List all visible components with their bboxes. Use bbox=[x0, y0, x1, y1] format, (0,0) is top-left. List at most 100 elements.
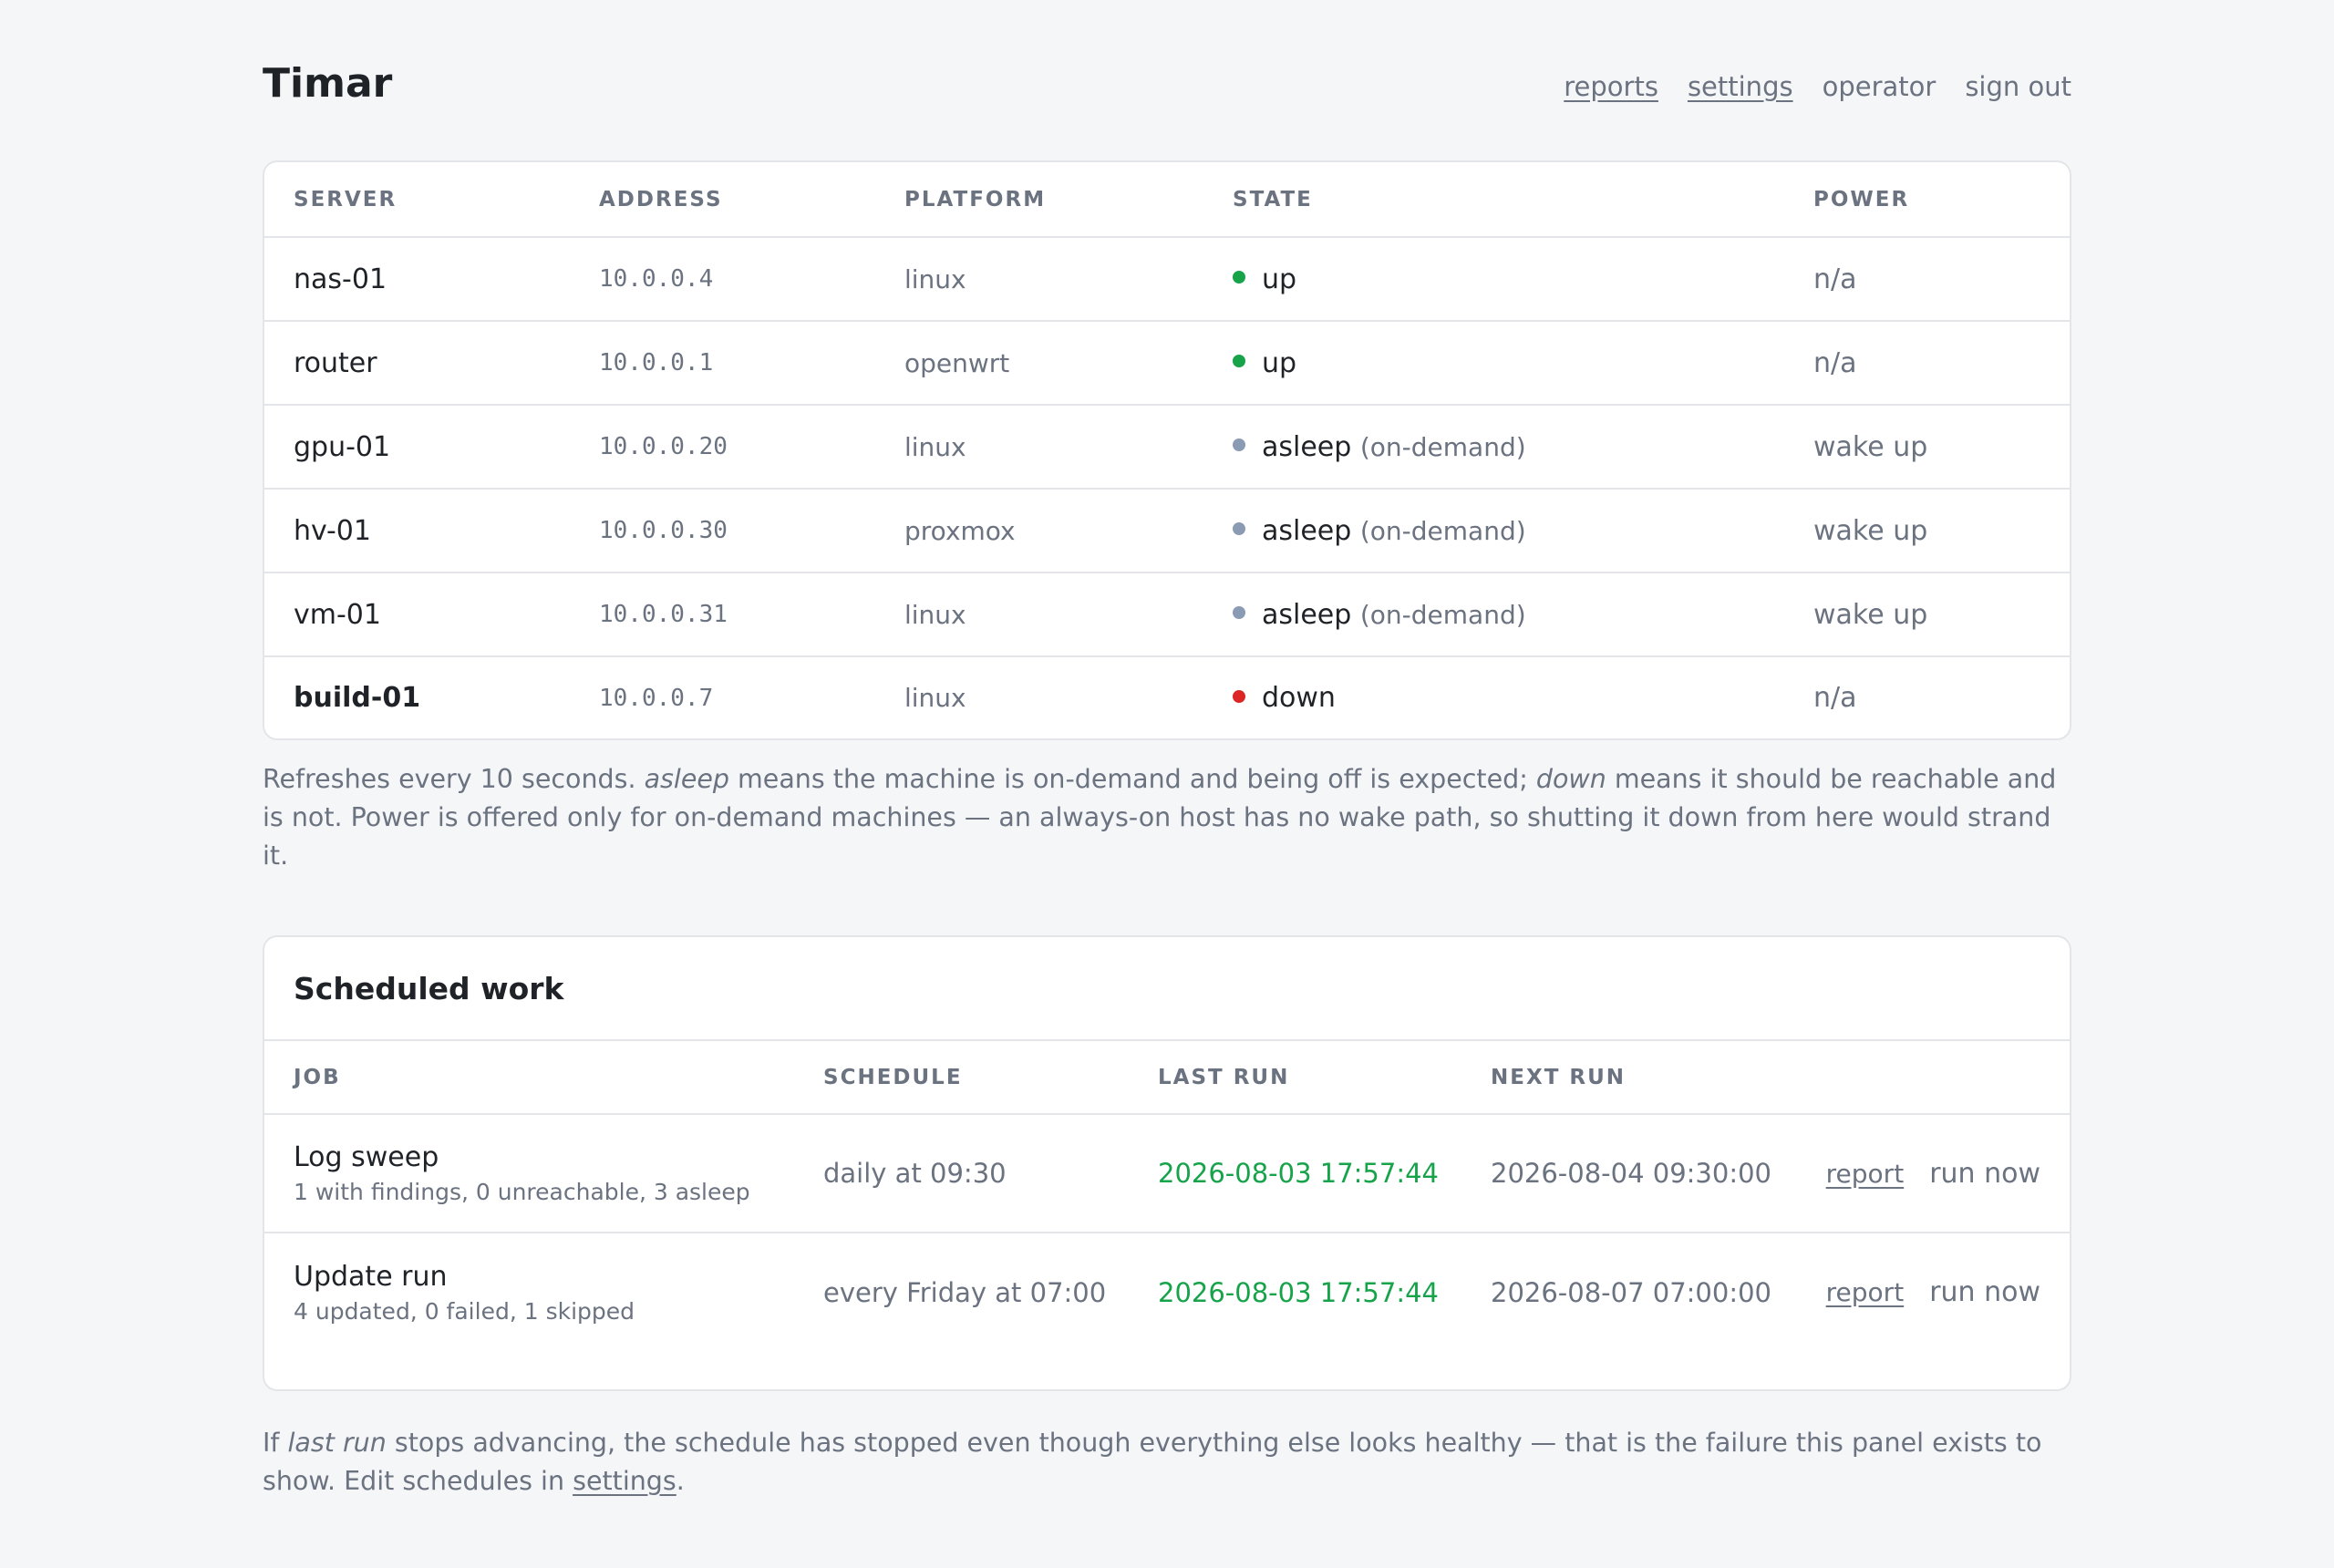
wake-up-button[interactable]: wake up bbox=[1784, 573, 2070, 657]
server-address: 10.0.0.30 bbox=[570, 489, 875, 573]
servers-table: SERVER ADDRESS PLATFORM STATE POWER nas-… bbox=[264, 162, 2070, 738]
server-name: vm-01 bbox=[264, 573, 570, 657]
caption-emphasis: asleep bbox=[644, 764, 729, 794]
server-state: asleep (on-demand) bbox=[1203, 573, 1784, 657]
caption-emphasis: down bbox=[1535, 764, 1606, 794]
server-row: gpu-01 10.0.0.20 linux asleep (on-demand… bbox=[264, 405, 2070, 490]
scheduled-work-panel: Scheduled work JOB SCHEDULE LAST RUN NEX… bbox=[263, 935, 2071, 1391]
server-address: 10.0.0.1 bbox=[570, 321, 875, 406]
server-address: 10.0.0.31 bbox=[570, 573, 875, 657]
wake-up-button[interactable]: wake up bbox=[1784, 489, 2070, 573]
scheduled-work-title: Scheduled work bbox=[264, 937, 2070, 1041]
wake-up-button[interactable]: wake up bbox=[1784, 405, 2070, 490]
server-state: down bbox=[1203, 656, 1784, 738]
server-platform: linux bbox=[875, 405, 1203, 490]
column-header-platform: PLATFORM bbox=[875, 162, 1203, 238]
status-dot-icon bbox=[1233, 355, 1245, 367]
server-row: build-01 10.0.0.7 linux down n/a bbox=[264, 656, 2070, 738]
job-row: Log sweep 1 with findings, 0 unreachable… bbox=[264, 1114, 2070, 1233]
job-row: Update run 4 updated, 0 failed, 1 skippe… bbox=[264, 1233, 2070, 1351]
state-label: down bbox=[1262, 682, 1336, 714]
job-name: Update run bbox=[294, 1260, 448, 1293]
status-dot-icon bbox=[1233, 271, 1245, 284]
column-header-job: JOB bbox=[264, 1041, 794, 1115]
server-platform: linux bbox=[875, 237, 1203, 322]
top-nav: reports settings operator sign out bbox=[1564, 71, 2071, 102]
job-summary: 1 with findings, 0 unreachable, 3 asleep bbox=[294, 1179, 750, 1205]
server-state: asleep (on-demand) bbox=[1203, 489, 1784, 573]
server-state: up bbox=[1203, 237, 1784, 322]
nav-settings-link[interactable]: settings bbox=[1687, 71, 1793, 102]
nav-reports-link[interactable]: reports bbox=[1564, 71, 1658, 102]
run-now-button[interactable]: run now bbox=[1929, 1157, 2040, 1190]
server-platform: linux bbox=[904, 683, 966, 713]
caption-text: means it should be reachable and is not.… bbox=[263, 764, 2057, 871]
column-header-actions bbox=[1796, 1041, 2070, 1115]
job-summary: 4 updated, 0 failed, 1 skipped bbox=[294, 1297, 635, 1325]
servers-panel: SERVER ADDRESS PLATFORM STATE POWER nas-… bbox=[263, 160, 2071, 740]
state-note: (on-demand) bbox=[1359, 431, 1526, 462]
power-na: n/a bbox=[1784, 321, 2070, 406]
server-name: router bbox=[264, 321, 570, 406]
report-link[interactable]: report bbox=[1825, 1277, 1905, 1307]
job-cell: Update run 4 updated, 0 failed, 1 skippe… bbox=[264, 1233, 794, 1351]
server-state: up bbox=[1203, 321, 1784, 406]
status-dot-icon bbox=[1233, 438, 1245, 451]
servers-header-row: SERVER ADDRESS PLATFORM STATE POWER bbox=[264, 162, 2070, 238]
power-na: n/a bbox=[1813, 682, 1857, 714]
state-label: asleep bbox=[1262, 514, 1352, 547]
settings-link[interactable]: settings bbox=[573, 1466, 676, 1496]
job-name: Log sweep bbox=[294, 1141, 439, 1173]
state-label: asleep bbox=[1262, 430, 1352, 463]
job-actions: report run now bbox=[1796, 1233, 2070, 1351]
job-actions: report run now bbox=[1796, 1114, 2070, 1233]
column-header-address: ADDRESS bbox=[570, 162, 875, 238]
server-name: hv-01 bbox=[264, 489, 570, 573]
server-row: vm-01 10.0.0.31 linux asleep (on-demand)… bbox=[264, 573, 2070, 657]
jobs-header-row: JOB SCHEDULE LAST RUN NEXT RUN bbox=[264, 1041, 2070, 1115]
job-next-run: 2026-08-04 09:30:00 bbox=[1461, 1114, 1796, 1233]
server-row: router 10.0.0.1 openwrt up n/a bbox=[264, 321, 2070, 406]
job-cell: Log sweep 1 with findings, 0 unreachable… bbox=[264, 1114, 794, 1233]
report-link[interactable]: report bbox=[1825, 1158, 1905, 1189]
nav-operator: operator bbox=[1822, 71, 1936, 102]
server-name: nas-01 bbox=[264, 237, 570, 322]
state-label: up bbox=[1262, 263, 1297, 295]
run-now-button[interactable]: run now bbox=[1929, 1276, 2040, 1308]
job-last-run: 2026-08-03 17:57:44 bbox=[1158, 1276, 1439, 1308]
server-platform: openwrt bbox=[875, 321, 1203, 406]
server-address: 10.0.0.7 bbox=[599, 684, 714, 712]
job-last-run: 2026-08-03 17:57:44 bbox=[1129, 1114, 1461, 1233]
caption-text: Refreshes every 10 seconds. bbox=[263, 764, 645, 794]
server-platform: linux bbox=[875, 573, 1203, 657]
column-header-server: SERVER bbox=[264, 162, 570, 238]
state-label: asleep bbox=[1262, 598, 1352, 631]
server-address: 10.0.0.20 bbox=[570, 405, 875, 490]
nav-sign-out[interactable]: sign out bbox=[1965, 71, 2071, 102]
status-dot-icon bbox=[1233, 522, 1245, 535]
caption-text: . bbox=[676, 1466, 685, 1496]
caption-emphasis: last run bbox=[287, 1428, 387, 1458]
job-schedule: daily at 09:30 bbox=[794, 1114, 1129, 1233]
job-next-run: 2026-08-07 07:00:00 bbox=[1491, 1276, 1771, 1308]
header: Timar reports settings operator sign out bbox=[263, 0, 2071, 160]
status-dot-icon bbox=[1233, 689, 1245, 703]
job-schedule: every Friday at 07:00 bbox=[823, 1276, 1107, 1308]
caption-text: stops advancing, the schedule has stoppe… bbox=[263, 1428, 2042, 1496]
column-header-schedule: SCHEDULE bbox=[794, 1041, 1129, 1115]
servers-caption: Refreshes every 10 seconds. asleep means… bbox=[263, 760, 2071, 875]
server-address: 10.0.0.4 bbox=[570, 237, 875, 322]
column-header-last-run: LAST RUN bbox=[1129, 1041, 1461, 1115]
page: Timar reports settings operator sign out… bbox=[263, 0, 2071, 1501]
server-name: build-01 bbox=[294, 682, 421, 714]
server-name: gpu-01 bbox=[264, 405, 570, 490]
status-dot-icon bbox=[1233, 606, 1245, 619]
jobs-table: JOB SCHEDULE LAST RUN NEXT RUN Log sweep… bbox=[264, 1041, 2070, 1351]
column-header-state: STATE bbox=[1203, 162, 1784, 238]
column-header-next-run: NEXT RUN bbox=[1461, 1041, 1796, 1115]
power-na: n/a bbox=[1784, 237, 2070, 322]
state-note: (on-demand) bbox=[1359, 599, 1526, 630]
caption-text: If bbox=[263, 1428, 288, 1458]
server-row: nas-01 10.0.0.4 linux up n/a bbox=[264, 237, 2070, 322]
server-row: hv-01 10.0.0.30 proxmox asleep (on-deman… bbox=[264, 489, 2070, 573]
